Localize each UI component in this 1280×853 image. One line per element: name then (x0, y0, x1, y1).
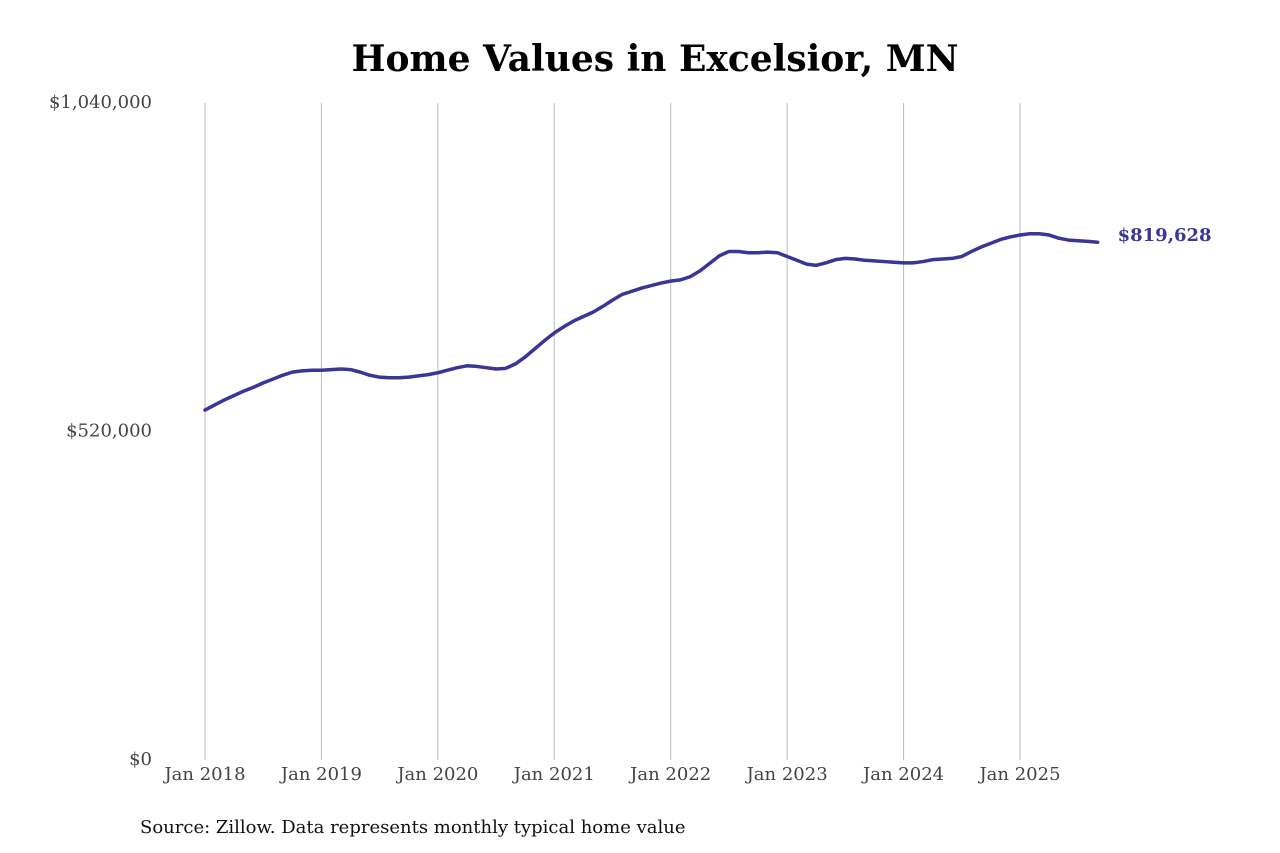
x-tick-label: Jan 2018 (162, 764, 245, 785)
y-tick-label: $0 (129, 749, 152, 770)
source-note: Source: Zillow. Data represents monthly … (140, 817, 686, 838)
x-tick-label: Jan 2023 (745, 764, 828, 785)
x-tick-label: Jan 2022 (628, 764, 711, 785)
value-label: $819,628 (1118, 225, 1212, 246)
chart-title: Home Values in Excelsior, MN (352, 38, 959, 80)
x-tick-label: Jan 2021 (512, 764, 595, 785)
x-tick-label: Jan 2020 (395, 764, 478, 785)
y-tick-label: $520,000 (66, 421, 152, 442)
line-series (203, 232, 1100, 412)
x-tick-label: Jan 2019 (279, 764, 362, 785)
x-tick-label: Jan 2025 (977, 764, 1060, 785)
x-tick-label: Jan 2024 (861, 764, 944, 785)
y-tick-label: $1,040,000 (49, 92, 152, 113)
